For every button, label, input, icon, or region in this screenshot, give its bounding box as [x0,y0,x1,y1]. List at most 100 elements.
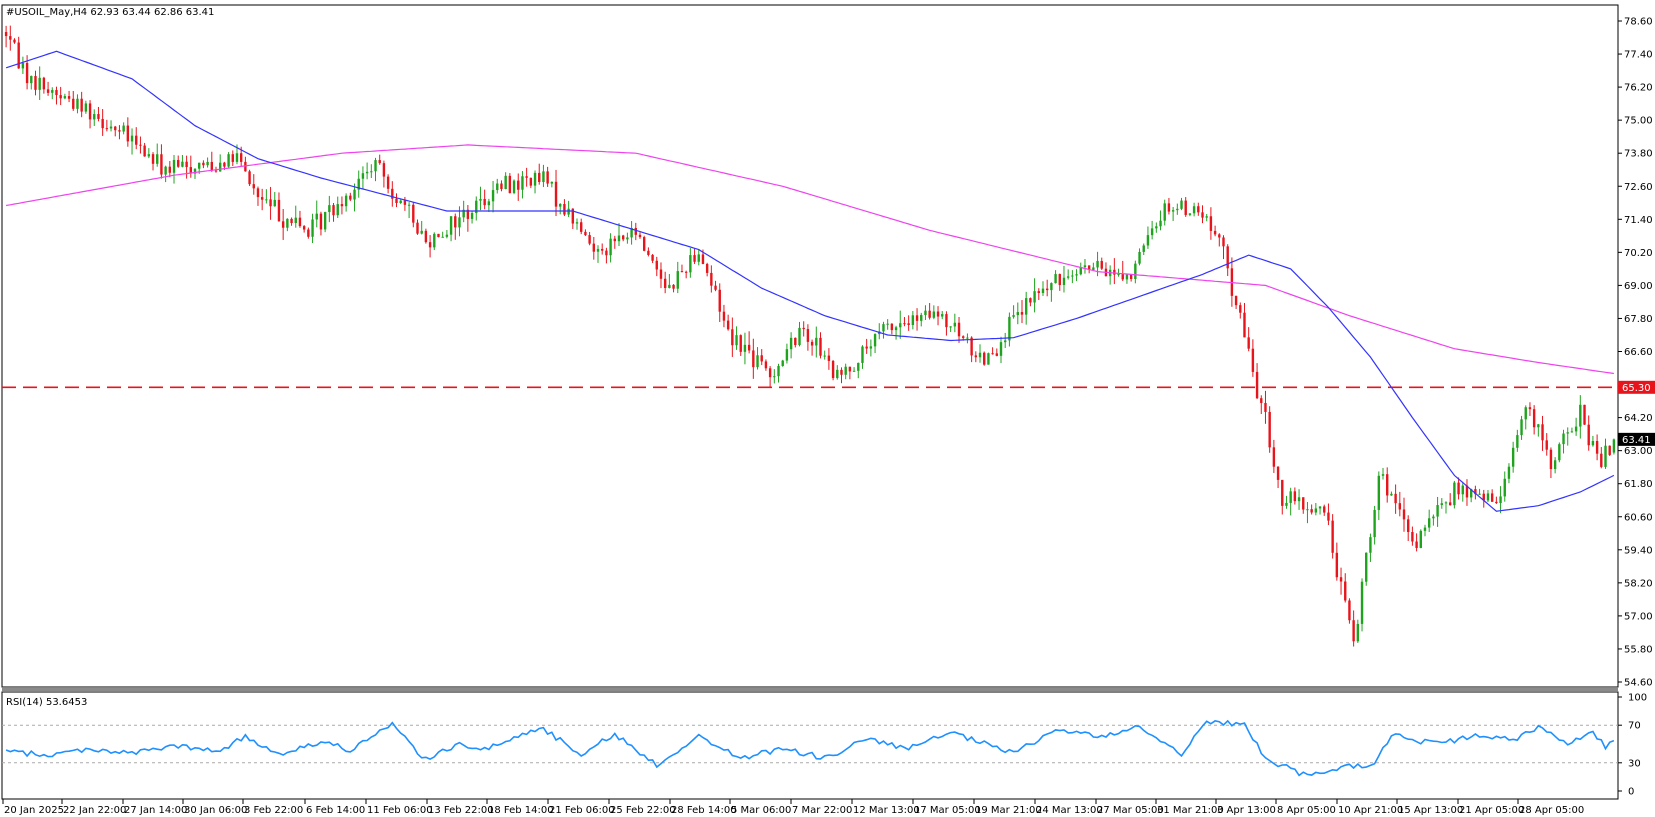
candle-body [126,125,130,142]
candle-body [672,284,675,289]
candle-body [1553,460,1557,470]
candle-body [1251,348,1255,372]
candle-body [214,170,218,172]
candle-body [1184,200,1187,215]
candle-body [1415,541,1418,548]
candle-body [365,171,369,174]
rsi-tick-label: 100 [1628,693,1647,704]
candle-body [72,98,75,109]
candle-body [668,284,671,288]
candle-body [9,36,12,40]
candle-body [1054,274,1057,284]
candle-body [252,184,255,189]
candle-body [441,236,444,238]
time-tick-label: 21 Apr 05:00 [1459,805,1524,816]
candle-body [118,130,121,132]
candle-body [1045,288,1049,291]
candle-body [1276,466,1280,480]
candle-body [1486,493,1490,501]
candle-body [445,234,449,237]
candle-body [206,161,209,166]
candle-body [1373,509,1376,538]
candle-body [1239,305,1242,313]
time-tick-label: 20 Jan 2025 [4,805,64,816]
candle-body [899,323,902,328]
candle-body [739,335,742,352]
candle-body [1511,447,1515,467]
candle-body [114,126,117,131]
candle-body [1213,230,1217,235]
candle-body [357,178,360,190]
candle-body [38,77,41,90]
candle-body [437,233,440,238]
candle-body [101,118,104,129]
time-tick-label: 21 Feb 06:00 [549,805,615,816]
candle-body [1541,424,1544,441]
candle-body [143,145,146,157]
candle-body [223,162,226,167]
candle-body [659,269,663,279]
candle-body [962,336,965,338]
candle-body [718,289,721,312]
svg-text:63.41: 63.41 [1622,435,1651,446]
candle-body [1050,283,1053,291]
candle-body [51,90,54,93]
candle-body [1608,445,1611,455]
candle-body [1448,502,1452,506]
price-tick-label: 59.40 [1624,545,1653,556]
candle-body [1474,489,1477,495]
candle-body [416,222,419,234]
candle-body [840,369,843,375]
candle-body [756,355,759,368]
candle-body [592,243,596,252]
candle-body [907,323,910,326]
candle-body [286,218,289,228]
candle-body [294,217,297,224]
panel-separator[interactable] [2,688,1618,691]
candle-body [55,90,58,96]
rsi-tick-label: 0 [1628,787,1634,798]
candle-body [189,167,193,174]
candle-body [1264,402,1267,412]
candle-body [789,337,793,350]
candle-body [135,135,138,145]
candle-body [1423,527,1427,531]
candle-body [290,218,293,224]
candle-body [1339,577,1343,582]
time-tick-label: 15 Apr 13:00 [1398,805,1463,816]
candle-body [605,250,608,256]
candle-body [172,159,176,173]
candle-body [1390,493,1393,496]
candle-body [806,329,810,342]
price-tick-label: 72.60 [1624,182,1653,193]
candle-body [684,271,688,273]
candle-body [563,204,566,215]
candle-body [529,177,533,186]
candle-body [1360,581,1364,624]
candle-body [93,114,96,120]
time-tick-label: 8 Apr 05:00 [1277,805,1336,816]
candle-body [911,315,915,326]
current-price-badge: 63.41 [1618,432,1655,446]
price-tick-label: 71.40 [1624,215,1653,226]
candle-body [391,188,394,199]
candle-body [848,366,852,372]
candle-body [869,346,873,349]
candle-body [580,222,583,232]
candle-body [311,219,314,237]
candle-body [1377,475,1381,510]
candle-body [1016,312,1019,316]
candle-body [1419,530,1422,548]
candle-body [395,198,398,204]
time-tick-label: 30 Jan 06:00 [184,805,247,816]
moving-average-slow-line [6,144,1614,375]
candle-body [764,361,768,369]
candle-body [1087,265,1091,270]
candle-body [340,204,344,207]
price-tick-label: 76.20 [1624,83,1653,94]
time-tick-label: 3 Apr 13:00 [1217,805,1276,816]
candle-body [319,213,323,230]
candle-body [1398,503,1402,510]
candle-body [815,337,818,346]
